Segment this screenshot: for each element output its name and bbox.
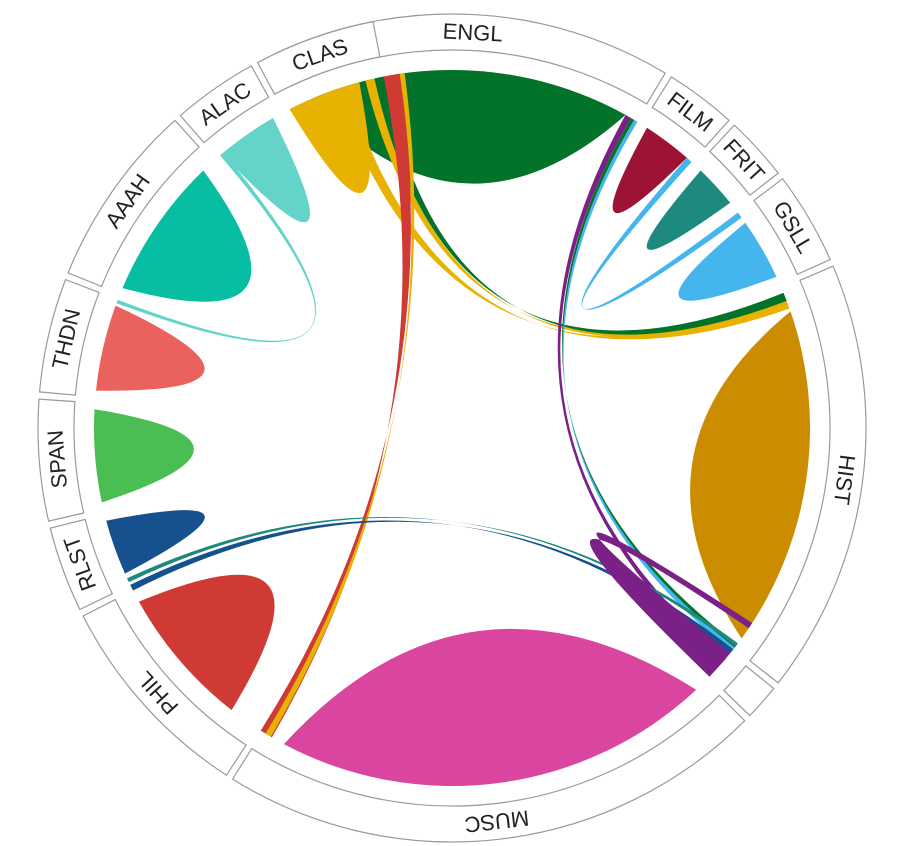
segment-arc-hist: [749, 265, 867, 684]
segment-arc-span: [37, 398, 85, 522]
segment-arc-phil: [82, 598, 247, 777]
segment-arc-gsll: [753, 177, 831, 276]
chord-ribbons: [94, 70, 810, 787]
chord-musc-self: [283, 628, 697, 787]
segment-arc-rlst: [49, 518, 114, 611]
segment-arc-thdn: [38, 278, 100, 396]
chord-alac-self: [221, 118, 311, 223]
chord-span-self: [94, 409, 194, 503]
segment-label-span: SPAN: [42, 429, 71, 489]
chord-frit-self: [646, 170, 731, 250]
chord-engl-hist: [374, 76, 787, 335]
chord-rlst-self: [106, 510, 205, 574]
chord-phil-self: [138, 574, 275, 711]
segment-arc-gap: [723, 665, 775, 717]
segment-arc-alac: [179, 65, 270, 144]
chord-thdn-self: [96, 305, 205, 391]
chord-aaah-self: [122, 170, 252, 302]
segment-arc-clas: [256, 20, 381, 96]
segment-arc-musc: [231, 694, 746, 843]
segment-label-engl: ENGL: [442, 18, 503, 46]
segment-arc-film: [651, 76, 730, 148]
segment-arc-frit: [708, 124, 780, 197]
chord-film-gsll: [581, 157, 742, 310]
chord-hist-self: [690, 311, 810, 639]
segment-arc-aaah: [67, 119, 200, 288]
chord-film-self: [612, 127, 687, 214]
chord-gsll-self: [678, 222, 777, 301]
chord-gap-hist: [589, 532, 753, 677]
